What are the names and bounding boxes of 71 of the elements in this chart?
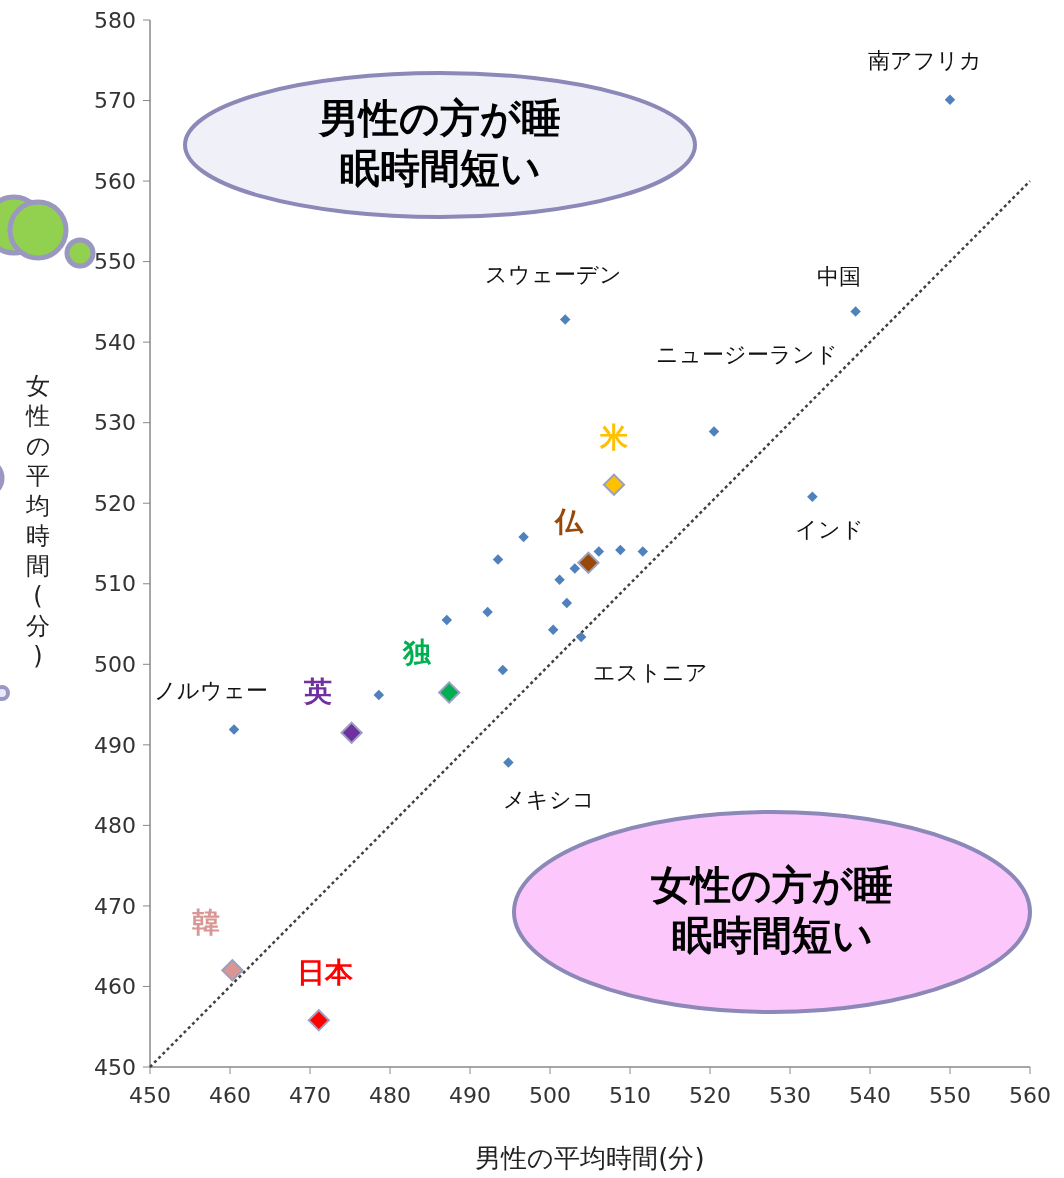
y-tick-label: 540	[94, 329, 136, 355]
annotation: メキシコ	[503, 786, 596, 812]
y-tick-label: 470	[94, 893, 136, 919]
y-tick-label: 500	[94, 652, 136, 678]
point	[615, 544, 626, 556]
x-tick-label: 490	[449, 1083, 491, 1108]
point	[708, 426, 720, 437]
x-tick-label: 460	[209, 1083, 251, 1108]
annotation: 中国	[816, 263, 861, 289]
annotation: エストニア	[592, 659, 708, 685]
y-tick-label: 560	[94, 168, 136, 194]
annotation: スウェーデン	[484, 261, 622, 287]
point	[340, 721, 363, 744]
x-tick-label: 530	[769, 1083, 811, 1108]
point	[850, 306, 861, 317]
point	[221, 959, 244, 982]
point	[575, 631, 587, 643]
x-axis-title: 男性の平均時間(分)	[475, 1143, 705, 1173]
x-tick-label: 520	[689, 1083, 731, 1108]
y-tick-label: 580	[94, 7, 136, 33]
y-tick-label: 510	[94, 571, 136, 597]
point	[554, 574, 565, 585]
y-tick-label: 520	[94, 490, 136, 516]
point	[503, 757, 514, 768]
y-tick-label: 530	[94, 410, 136, 436]
x-tick-label: 540	[849, 1083, 891, 1108]
series-label: 独	[402, 636, 433, 670]
y-tick-label: 550	[94, 249, 136, 275]
annotation: インド	[794, 516, 864, 542]
point	[497, 664, 509, 676]
point	[637, 546, 649, 557]
x-tick-label: 450	[129, 1083, 171, 1108]
annotation: 女性の方が睡眠時間短い	[651, 862, 893, 958]
y-tick-label: 570	[94, 88, 136, 114]
y-tick-label: 490	[94, 732, 136, 758]
point	[561, 597, 573, 609]
point	[482, 606, 493, 618]
point	[569, 563, 581, 574]
series-label: 仏	[554, 504, 585, 538]
annotation: 南アフリカ	[868, 47, 982, 73]
series-label: 米	[599, 420, 628, 454]
point	[577, 551, 600, 574]
point	[228, 724, 240, 735]
x-tick-label: 480	[369, 1083, 411, 1108]
point	[438, 681, 461, 704]
point	[518, 531, 529, 543]
point	[307, 1009, 330, 1032]
annotation: ニュージーランド	[656, 341, 838, 367]
x-tick-label: 560	[1009, 1083, 1051, 1108]
point	[547, 624, 559, 635]
point	[559, 314, 571, 325]
y-tick-label: 460	[94, 974, 136, 1000]
text: 女性の平均時間(分)	[25, 371, 51, 670]
x-tick-label: 550	[929, 1083, 971, 1108]
x-tick-label: 470	[289, 1083, 331, 1108]
series-label: 韓	[192, 906, 221, 940]
x-tick-label: 500	[529, 1083, 571, 1108]
point	[807, 491, 818, 503]
annotation: 男性の方が睡眠時間短い	[318, 95, 561, 191]
point	[373, 689, 385, 701]
point	[944, 94, 956, 105]
x-tick-label: 510	[609, 1083, 651, 1108]
y-tick-label: 450	[94, 1054, 136, 1080]
y-tick-label: 480	[94, 813, 136, 839]
point	[492, 554, 504, 565]
annotation: ノルウェー	[154, 677, 268, 703]
series-label: 英	[302, 674, 332, 708]
series-label: 日本	[296, 956, 354, 990]
point	[593, 546, 605, 557]
point	[602, 473, 626, 496]
point	[441, 614, 453, 626]
